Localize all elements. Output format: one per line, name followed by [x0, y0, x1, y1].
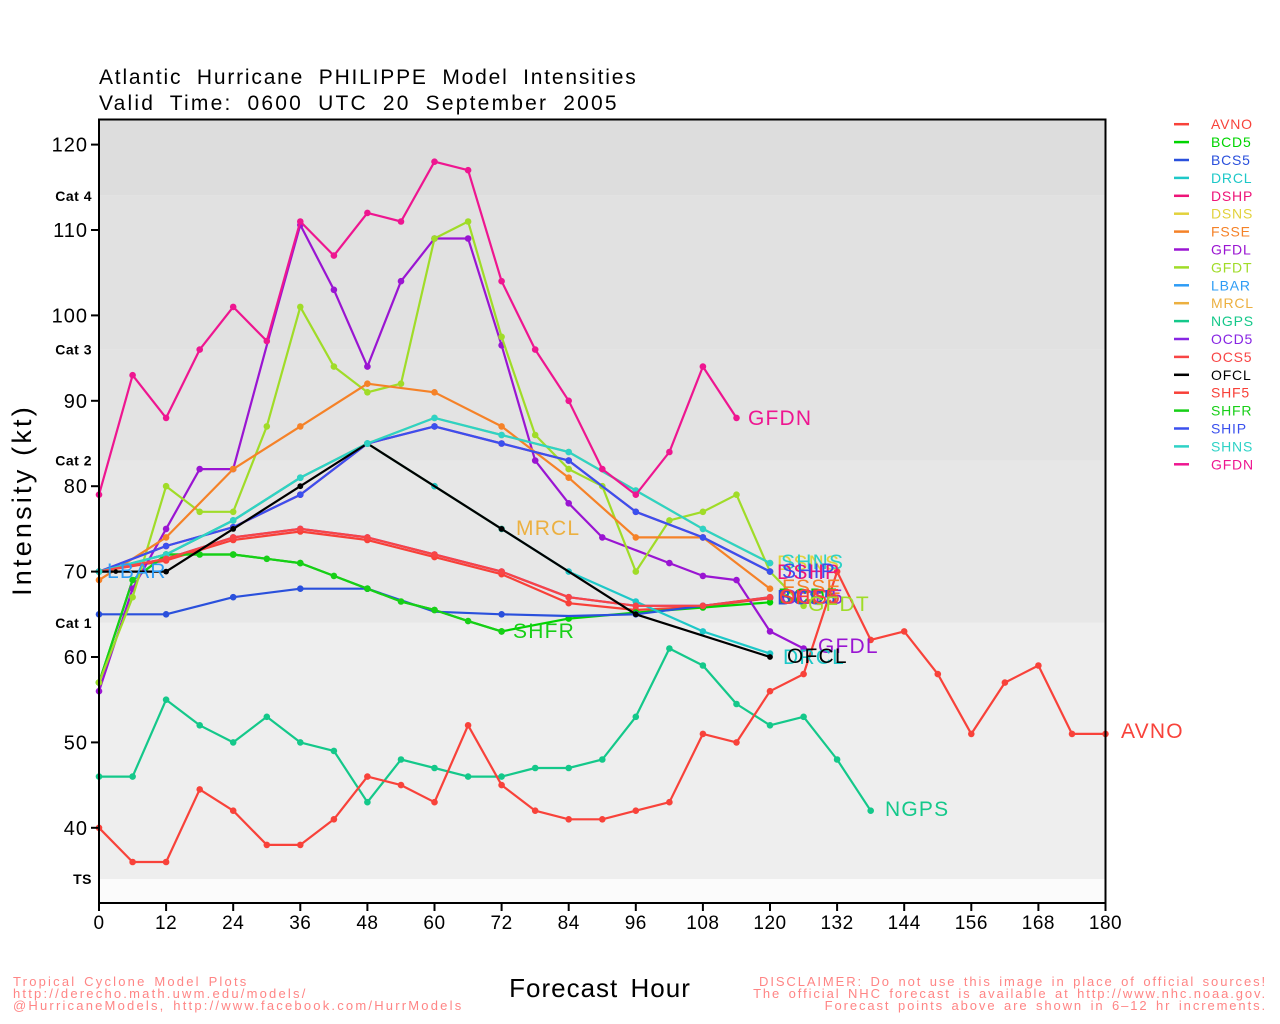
svg-text:132: 132	[820, 913, 853, 934]
svg-text:LBAR: LBAR	[107, 560, 167, 583]
svg-text:SHFR: SHFR	[513, 620, 575, 643]
svg-text:SHFR: SHFR	[1211, 403, 1252, 419]
svg-text:GFDL: GFDL	[1211, 242, 1252, 258]
svg-text:FSSE: FSSE	[782, 576, 842, 599]
svg-text:OCD5: OCD5	[781, 586, 844, 609]
svg-text:0: 0	[93, 913, 104, 934]
svg-text:The official NHC forecast is a: The official NHC forecast is available a…	[753, 986, 1267, 1001]
svg-text:GFDT: GFDT	[1211, 259, 1252, 275]
svg-text:BCS5: BCS5	[777, 587, 837, 610]
svg-text:DSNS: DSNS	[777, 552, 840, 575]
svg-text:36: 36	[289, 913, 311, 934]
svg-text:120: 120	[753, 913, 786, 934]
svg-text:MRCL: MRCL	[516, 517, 580, 540]
svg-text:24: 24	[222, 913, 244, 934]
svg-text:DSHP: DSHP	[777, 561, 840, 584]
svg-text:http://derecho.math.uwm.edu/mo: http://derecho.math.uwm.edu/models/	[13, 986, 308, 1001]
svg-text:50: 50	[64, 732, 88, 754]
svg-text:60: 60	[64, 647, 88, 669]
svg-text:OCS5: OCS5	[1211, 349, 1252, 365]
svg-text:GFDN: GFDN	[1211, 456, 1254, 472]
svg-text:@HurricaneModels, http://www.f: @HurricaneModels, http://www.facebook.co…	[13, 998, 463, 1013]
svg-text:SHF5: SHF5	[1211, 385, 1250, 401]
svg-text:Forecast points above are show: Forecast points above are shown in 6–12 …	[825, 998, 1267, 1013]
svg-text:144: 144	[888, 913, 921, 934]
svg-text:12: 12	[155, 913, 177, 934]
svg-text:OFCL: OFCL	[1211, 367, 1252, 383]
svg-text:SHF5: SHF5	[780, 586, 838, 609]
svg-text:168: 168	[1022, 913, 1055, 934]
svg-text:NGPS: NGPS	[885, 798, 949, 821]
svg-text:Cat 3: Cat 3	[55, 342, 92, 358]
svg-text:80: 80	[64, 476, 88, 498]
svg-text:108: 108	[686, 913, 719, 934]
svg-text:96: 96	[625, 913, 647, 934]
svg-text:70: 70	[64, 562, 88, 584]
svg-text:AVNO: AVNO	[1211, 116, 1253, 132]
svg-text:BCD5: BCD5	[778, 585, 839, 608]
svg-text:SHIP: SHIP	[1211, 421, 1247, 437]
svg-text:48: 48	[356, 913, 378, 934]
svg-text:84: 84	[558, 913, 580, 934]
svg-text:BCS5: BCS5	[1211, 152, 1251, 168]
svg-text:Cat 1: Cat 1	[55, 615, 92, 631]
svg-text:SHNS: SHNS	[1211, 438, 1253, 454]
svg-text:DSNS: DSNS	[1211, 206, 1253, 222]
svg-text:DRCL: DRCL	[1211, 170, 1252, 186]
svg-text:GFDN: GFDN	[748, 407, 812, 430]
svg-text:Intensity (kt): Intensity (kt)	[7, 404, 37, 596]
svg-text:FSSE: FSSE	[1211, 224, 1251, 240]
svg-text:OCS5: OCS5	[779, 586, 841, 609]
svg-text:Valid Time: 0600 UTC 20 Septem: Valid Time: 0600 UTC 20 September 2005	[99, 92, 619, 115]
svg-text:90: 90	[64, 391, 88, 413]
svg-text:120: 120	[52, 135, 88, 157]
svg-text:Forecast Hour: Forecast Hour	[509, 973, 691, 1003]
svg-text:180: 180	[1089, 913, 1122, 934]
svg-text:Cat 4: Cat 4	[55, 188, 92, 204]
svg-text:TS: TS	[73, 871, 92, 887]
svg-text:60: 60	[423, 913, 445, 934]
svg-text:SHIP: SHIP	[782, 560, 836, 583]
svg-text:40: 40	[64, 818, 88, 840]
svg-text:Atlantic Hurricane PHILIPPE Mo: Atlantic Hurricane PHILIPPE Model Intens…	[99, 66, 638, 89]
svg-text:OCD5: OCD5	[1211, 331, 1253, 347]
svg-text:OFCL: OFCL	[787, 645, 848, 668]
svg-text:DSHP: DSHP	[1211, 188, 1253, 204]
svg-text:DISCLAIMER: Do not use this im: DISCLAIMER: Do not use this image in pla…	[759, 974, 1267, 989]
svg-text:AVNO: AVNO	[1121, 720, 1184, 743]
svg-text:GFDT: GFDT	[808, 593, 870, 616]
svg-text:LBAR: LBAR	[1211, 277, 1251, 293]
svg-text:MRCL: MRCL	[1211, 295, 1254, 311]
svg-text:110: 110	[53, 220, 88, 242]
svg-text:SHNS: SHNS	[781, 551, 844, 574]
svg-text:72: 72	[491, 913, 513, 934]
svg-text:Tropical Cyclone Model Plots: Tropical Cyclone Model Plots	[13, 974, 248, 989]
svg-text:DRCL: DRCL	[783, 646, 845, 669]
svg-text:NGPS: NGPS	[1211, 313, 1254, 329]
svg-text:Cat 2: Cat 2	[55, 453, 92, 469]
svg-text:156: 156	[955, 913, 988, 934]
svg-text:100: 100	[52, 305, 88, 327]
svg-text:BCD5: BCD5	[1211, 134, 1252, 150]
svg-text:GFDL: GFDL	[818, 635, 879, 658]
